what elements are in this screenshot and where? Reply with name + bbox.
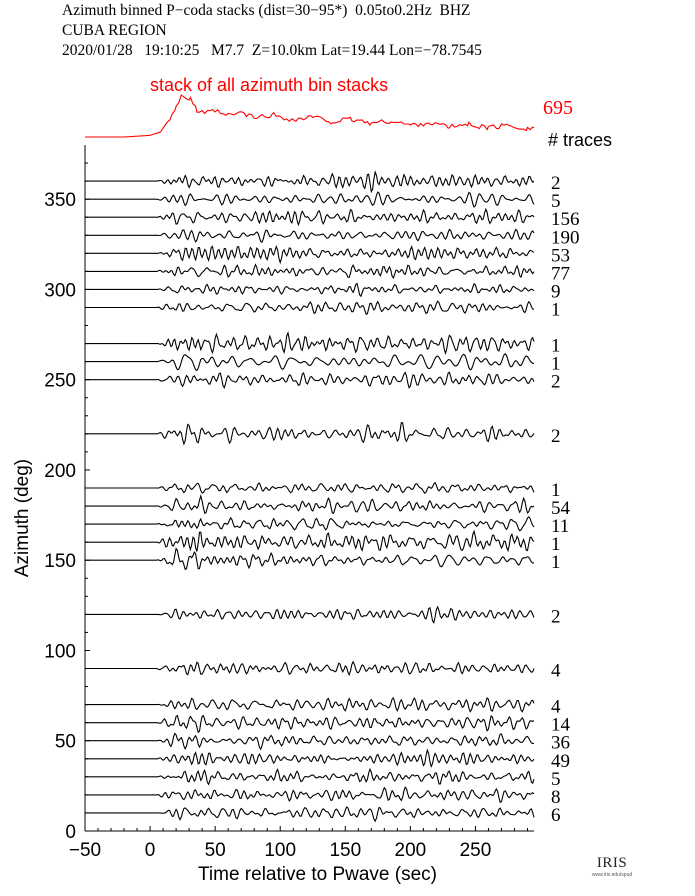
trace-count-260: 1 — [551, 354, 561, 375]
x-tick-label: 0 — [145, 840, 156, 861]
x-tick-label: −50 — [69, 840, 101, 861]
iris-logo-url: www.iris.edu/spud — [591, 872, 633, 878]
trace-count-170: 11 — [551, 516, 569, 537]
y-tick-label: 300 — [44, 280, 76, 301]
trace-count-330: 190 — [551, 227, 580, 248]
trace-count-70: 4 — [551, 697, 561, 718]
trace-count-50: 36 — [551, 733, 570, 754]
y-tick-label: 350 — [44, 190, 76, 211]
x-tick-label: 150 — [329, 840, 361, 861]
trace-160 — [85, 529, 535, 553]
stack-label: stack of all azimuth bin stacks — [150, 75, 388, 95]
trace-310 — [85, 263, 535, 280]
header-title: Azimuth binned P−coda stacks (dist=30−95… — [62, 2, 471, 19]
x-axis-label: Time relative to Pwave (sec) — [198, 864, 437, 885]
trace-180 — [85, 494, 535, 515]
trace-count-290: 1 — [551, 299, 561, 320]
trace-340 — [85, 207, 535, 227]
trace-count-270: 1 — [551, 336, 561, 357]
trace-10 — [85, 806, 535, 823]
trace-120 — [85, 605, 535, 625]
trace-count-10: 6 — [551, 805, 561, 826]
trace-30 — [85, 767, 535, 786]
trace-350 — [85, 191, 535, 208]
trace-count-20: 8 — [551, 787, 561, 808]
y-tick-label: 50 — [55, 732, 76, 753]
trace-300 — [85, 282, 535, 298]
trace-count-310: 77 — [551, 263, 570, 284]
trace-count-340: 156 — [551, 209, 580, 230]
trace-count-250: 2 — [551, 372, 561, 393]
trace-40 — [85, 748, 535, 768]
trace-count-320: 53 — [551, 245, 570, 266]
y-tick-label: 200 — [44, 461, 76, 482]
trace-290 — [85, 300, 535, 315]
trace-count-90: 4 — [551, 661, 561, 682]
trace-170 — [85, 515, 535, 532]
header-event-info: 2020/01/28 19:10:25 M7.7 Z=10.0km Lat=19… — [62, 42, 482, 59]
stack-trace — [85, 94, 535, 138]
trace-260 — [85, 353, 535, 372]
trace-count-190: 1 — [551, 480, 561, 501]
trace-count-60: 14 — [551, 715, 571, 736]
trace-220 — [85, 422, 535, 446]
header-region: CUBA REGION — [62, 22, 167, 39]
trace-count-220: 2 — [551, 426, 561, 447]
trace-count-30: 5 — [551, 769, 561, 790]
trace-70 — [85, 696, 535, 713]
trace-360 — [85, 170, 535, 194]
trace-330 — [85, 228, 535, 244]
trace-20 — [85, 786, 535, 804]
trace-320 — [85, 244, 535, 265]
y-tick-label: 250 — [44, 371, 76, 392]
trace-count-300: 9 — [551, 281, 561, 302]
y-tick-label: 100 — [44, 641, 76, 662]
x-tick-label: 200 — [395, 840, 427, 861]
y-axis-label: Azimuth (deg) — [12, 459, 33, 577]
trace-150 — [85, 547, 535, 571]
iris-logo-text: IRIS — [596, 855, 628, 871]
trace-270 — [85, 331, 535, 356]
y-tick-label: 150 — [44, 551, 76, 572]
trace-count-120: 2 — [551, 606, 561, 627]
trace-50 — [85, 732, 535, 751]
x-tick-label: 100 — [264, 840, 296, 861]
trace-count-360: 2 — [551, 173, 561, 194]
trace-count-350: 5 — [551, 191, 561, 212]
trace-count-150: 1 — [551, 552, 561, 573]
traces-header: # traces — [548, 130, 612, 150]
trace-190 — [85, 481, 535, 494]
trace-90 — [85, 660, 535, 677]
trace-count-40: 49 — [551, 751, 570, 772]
trace-count-180: 54 — [551, 498, 571, 519]
trace-60 — [85, 714, 535, 734]
stack-total-traces: 695 — [543, 97, 573, 119]
x-tick-label: 50 — [205, 840, 226, 861]
trace-250 — [85, 371, 535, 389]
x-tick-label: 250 — [460, 840, 492, 861]
trace-count-160: 1 — [551, 534, 561, 555]
y-tick-label: 0 — [65, 822, 76, 843]
iris-logo: IRIS www.iris.edu/spud — [588, 855, 636, 878]
